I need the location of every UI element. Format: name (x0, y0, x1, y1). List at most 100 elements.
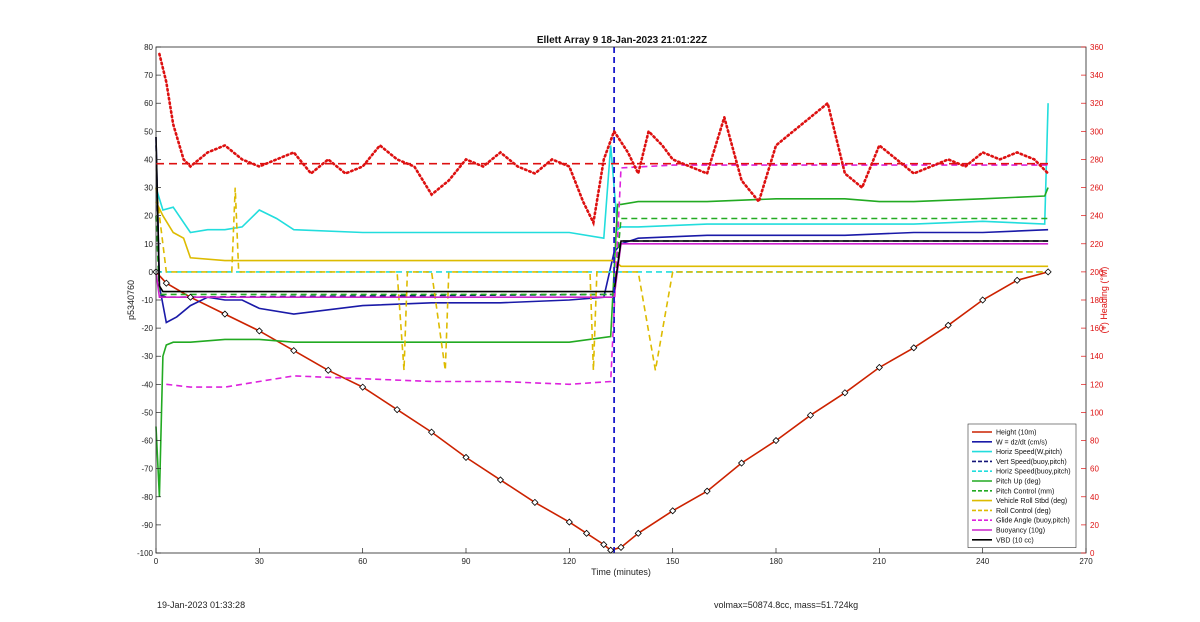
y-tick-label: -30 (141, 352, 153, 361)
y-tick-label: 30 (144, 184, 153, 193)
y-axis-ticks: -100-90-80-70-60-50-40-30-20-10010203040… (137, 43, 161, 558)
height-point-marker (1044, 268, 1052, 276)
legend-entry: Horiz Speed(W,pitch) (996, 449, 1062, 456)
footer-vehicle-info: volmax=50874.8cc, mass=51.724kg (714, 600, 859, 610)
y-tick-label: -80 (141, 493, 153, 502)
footer-timestamp: 19-Jan-2023 01:33:28 (157, 600, 246, 610)
plot-frame (155, 46, 1087, 554)
legend-entry: Height (10m) (996, 430, 1036, 437)
legend-entry: Buoyancy (10g) (996, 528, 1045, 535)
height-point-marker (427, 428, 436, 436)
right-y-tick-label: 360 (1090, 43, 1104, 52)
y-tick-label: -40 (141, 380, 153, 389)
x-tick-label: 0 (154, 557, 159, 566)
height-point-marker (944, 321, 952, 329)
legend-entry: Roll Control (deg) (996, 508, 1051, 515)
height-point-marker (324, 366, 332, 374)
y-tick-label: 50 (144, 127, 153, 136)
height-point-marker (703, 487, 711, 495)
legend-entry: Glide Angle (buoy,pitch) (996, 518, 1070, 525)
right-y-tick-label: 40 (1090, 493, 1099, 502)
right-y-tick-label: 240 (1090, 212, 1104, 221)
y-tick-label: -20 (141, 324, 153, 333)
y-tick-label: 70 (144, 71, 153, 80)
height-markers (152, 268, 1052, 554)
right-y-tick-label: 320 (1090, 99, 1104, 108)
height-point-marker (462, 453, 470, 461)
x-axis-label: Time (minutes) (591, 567, 651, 577)
series-line-10 (155, 243, 1049, 299)
legend-entry: Pitch Up (deg) (996, 479, 1041, 486)
height-point-marker (255, 327, 263, 335)
legend-box (967, 423, 1077, 548)
height-point-marker (162, 279, 170, 287)
right-y-tick-label: 180 (1090, 296, 1104, 305)
x-tick-label: 150 (666, 557, 680, 566)
height-point-marker (582, 529, 591, 537)
legend-entry: Horiz Speed(buoy,pitch) (996, 469, 1071, 476)
y-tick-label: -60 (141, 437, 153, 446)
height-point-marker (772, 436, 780, 445)
right-y-tick-label: 200 (1090, 268, 1104, 277)
right-y-tick-label: 20 (1090, 521, 1099, 530)
series-line-11 (155, 136, 1049, 293)
height-point-marker (496, 476, 505, 484)
heading-series (158, 52, 1050, 227)
legend: Height (10m) W = dz/dt (cm/s) Horiz Speed(… (967, 423, 1077, 548)
right-y-tick-label: 260 (1090, 184, 1104, 193)
y-tick-label: 80 (144, 43, 153, 52)
y-tick-label: 0 (149, 268, 154, 277)
right-y-axis-label: (+) Heading (°M) (1099, 267, 1109, 334)
right-y-axis-ticks: 0 20 40 60 80 100 120 140 160 180 200 220 240 260 280 3… (1081, 43, 1104, 558)
y-tick-label: -10 (141, 296, 153, 305)
right-y-tick-label: 0 (1090, 549, 1095, 558)
series-line-5 (155, 187, 1049, 497)
height-point-marker (221, 310, 229, 318)
series-line-7 (155, 201, 1049, 268)
x-tick-label: 30 (255, 557, 264, 566)
right-y-tick-label: 220 (1090, 240, 1104, 249)
right-y-tick-label: 300 (1090, 127, 1104, 136)
height-point-marker (359, 383, 367, 391)
height-point-marker (1013, 276, 1021, 284)
legend-entry: W = dz/dt (cm/s) (996, 439, 1047, 446)
right-y-tick-label: 80 (1090, 437, 1099, 446)
x-tick-label: 240 (976, 557, 990, 566)
height-point-marker (979, 296, 987, 304)
height-point-marker (841, 389, 849, 397)
legend-entry: Pitch Control (mm) (996, 488, 1054, 495)
right-y-tick-label: 120 (1090, 380, 1104, 389)
x-tick-label: 120 (563, 557, 577, 566)
x-tick-label: 90 (462, 557, 471, 566)
height-point-marker (910, 344, 918, 352)
legend-entry: VBD (10 cc) (996, 537, 1034, 544)
height-point-marker (531, 498, 539, 506)
series-line-2 (155, 103, 1049, 240)
y-tick-label: 10 (144, 240, 153, 249)
y-tick-label: -100 (137, 549, 154, 558)
y-tick-label: 20 (144, 212, 153, 221)
x-tick-label: 270 (1079, 557, 1093, 566)
series-line-1 (155, 136, 1049, 324)
chart-title: Ellett Array 9 18-Jan-2023 21:01:22Z (537, 35, 707, 46)
height-point-marker (290, 347, 298, 355)
legend-entry: Vert Speed(buoy,pitch) (996, 459, 1067, 466)
y-tick-label: 40 (144, 155, 153, 164)
legend-entry: Vehicle Roll Stbd (deg) (996, 498, 1067, 505)
height-point-marker (186, 293, 195, 301)
height-point-marker (617, 543, 625, 551)
height-point-marker (393, 406, 401, 414)
height-point-marker (806, 411, 815, 419)
height-point-marker (737, 459, 746, 467)
height-point-marker (875, 363, 883, 372)
right-y-tick-label: 60 (1090, 465, 1099, 474)
x-axis-ticks: 0 30 60 90 120 150 180 210 240 270 (154, 548, 1093, 566)
series-layer (155, 47, 1049, 553)
series-line-8 (155, 187, 1049, 371)
height-point-marker (634, 529, 642, 537)
y-tick-label: -90 (141, 521, 153, 530)
y-tick-label: -50 (141, 408, 153, 417)
x-tick-label: 180 (769, 557, 783, 566)
y-tick-label: -70 (141, 465, 153, 474)
